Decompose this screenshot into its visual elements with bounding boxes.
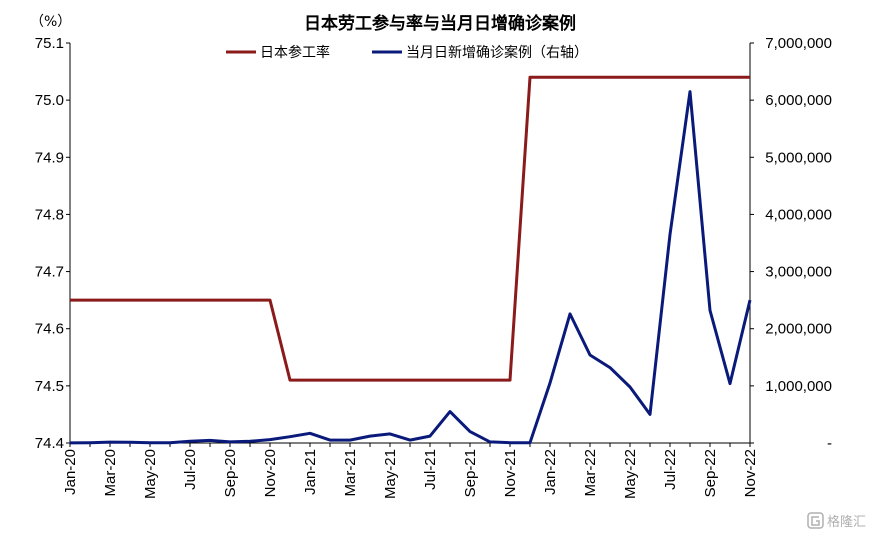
- left-axis-tick-label: 75.1: [35, 35, 64, 52]
- x-axis-tick-label: Sep-20: [222, 449, 239, 497]
- x-axis-tick-label: May-21: [382, 449, 399, 499]
- legend-label-cases: 当月日新增确诊案例（右轴）: [406, 44, 588, 61]
- right-axis-tick-label: 4,000,000: [765, 206, 832, 223]
- series-line-participation: [70, 75, 750, 382]
- x-axis-tick-label: Mar-20: [102, 449, 119, 497]
- x-axis-tick-label: Jul-20: [182, 449, 199, 490]
- left-axis-tick-label: 74.5: [35, 378, 64, 395]
- x-axis-tick-label: Nov-22: [742, 449, 759, 497]
- right-axis-tick-label: 7,000,000: [765, 35, 832, 52]
- left-axis-tick-label: 74.7: [35, 264, 64, 281]
- watermark: 格隆汇: [807, 512, 866, 530]
- left-axis-tick-label: 74.4: [35, 435, 64, 452]
- x-axis-tick-label: Jul-22: [662, 449, 679, 490]
- series-line-cases: [69, 90, 752, 445]
- x-axis-tick-label: Jan-21: [302, 449, 319, 495]
- left-axis: 74.4 74.5 74.6 74.7 74.8 74.9 75.0 75.1: [35, 35, 71, 452]
- x-axis: Jan-20 Mar-20 May-20 Jul-20 Sep-20 Nov-20 Jan-…: [62, 442, 759, 499]
- x-axis-tick-label: Jul-21: [422, 449, 439, 490]
- left-axis-tick-label: 75.0: [35, 92, 64, 109]
- right-axis-tick-label: 5,000,000: [765, 149, 832, 166]
- right-axis-tick-label: 6,000,000: [765, 92, 832, 109]
- watermark-text: 格隆汇: [827, 514, 866, 530]
- right-axis: - 1,000,000 2,000,000 3,000,000 4,000,000 5,0…: [749, 35, 832, 452]
- left-axis-tick-label: 74.8: [35, 206, 64, 223]
- x-axis-tick-label: Sep-21: [462, 449, 479, 497]
- x-axis-tick-label: Mar-21: [342, 449, 359, 497]
- x-axis-tick-label: Nov-20: [262, 449, 279, 497]
- x-axis-tick-label: Nov-21: [502, 449, 519, 497]
- legend-label-participation: 日本参工率: [260, 44, 330, 61]
- right-axis-tick-label: 2,000,000: [765, 321, 832, 338]
- x-axis-tick-label: Sep-22: [702, 449, 719, 497]
- right-axis-tick-label: 3,000,000: [765, 264, 832, 281]
- x-axis-tick-label: May-20: [142, 449, 159, 499]
- chart-title: 日本劳工参与率与当月日增确诊案例: [304, 13, 576, 34]
- x-axis-tick-label: May-22: [622, 449, 639, 499]
- left-axis-tick-label: 74.9: [35, 149, 64, 166]
- gelonghui-logo-icon: [807, 512, 824, 529]
- right-axis-tick-label: -: [827, 435, 832, 452]
- x-axis-tick-label: Jan-20: [62, 449, 79, 495]
- legend: 日本参工率 当月日新增确诊案例（右轴）: [226, 44, 588, 61]
- left-axis-unit-label: （%）: [30, 14, 71, 30]
- right-axis-tick-label: 1,000,000: [765, 378, 832, 395]
- x-axis-tick-label: Mar-22: [582, 449, 599, 497]
- left-axis-tick-label: 74.6: [35, 321, 64, 338]
- x-axis-tick-label: Jan-22: [542, 449, 559, 495]
- plot-area: [69, 75, 752, 445]
